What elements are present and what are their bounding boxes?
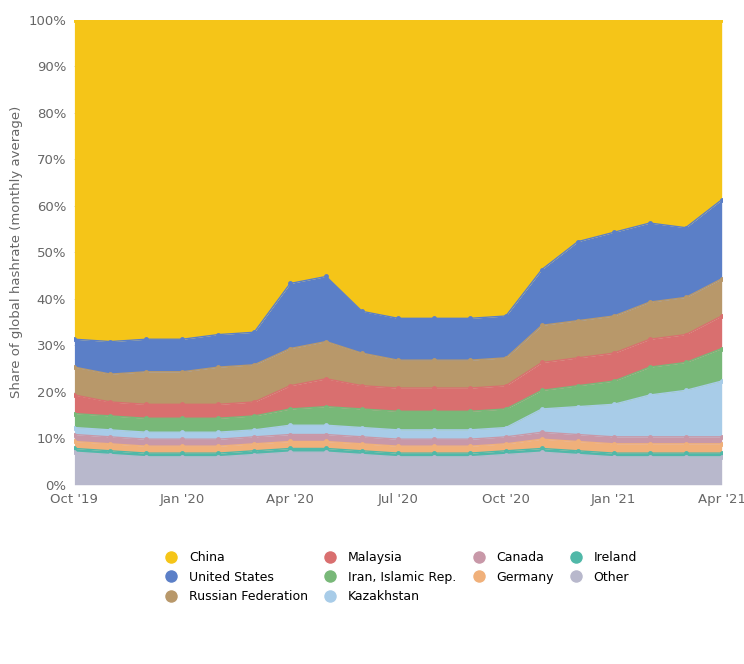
- Y-axis label: Share of global hashrate (monthly average): Share of global hashrate (monthly averag…: [10, 106, 22, 398]
- Legend: China, United States, Russian Federation, Malaysia, Iran, Islamic Rep., Kazakhst: China, United States, Russian Federation…: [159, 551, 637, 603]
